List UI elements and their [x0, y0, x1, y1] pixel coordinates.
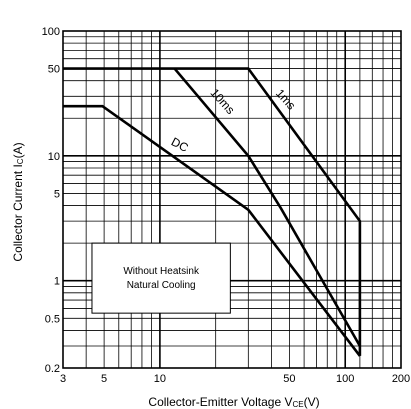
annotation-line-1: Without Heatsink — [123, 266, 200, 277]
series-line-10ms — [173, 67, 362, 347]
x-tick-label: 10 — [154, 373, 166, 385]
y-axis-label-unit: (A) — [11, 142, 25, 158]
annotation-rect — [91, 242, 231, 314]
x-axis-label: Collector-Emitter Voltage VCE(V) — [148, 395, 319, 409]
y-axis-label-sub: C — [16, 158, 25, 164]
series-label-dc: DC — [169, 134, 191, 155]
x-axis-label-unit: (V) — [304, 395, 320, 409]
plot-frame — [62, 30, 402, 369]
y-tick-labels: 0.2 0.5 1 5 10 50 100 — [42, 26, 60, 375]
series-lines — [63, 67, 362, 357]
x-tick-label: 200 — [392, 373, 410, 385]
x-tick-label: 50 — [283, 373, 295, 385]
x-tick-label: 5 — [101, 373, 107, 385]
y-tick-label: 50 — [48, 64, 60, 76]
x-tick-label: 100 — [336, 373, 354, 385]
y-axis-label-main: Collector Current I — [11, 164, 25, 261]
plot-border — [62, 30, 402, 369]
annotation-box: Without Heatsink Natural Cooling — [91, 242, 231, 314]
x-tick-labels: 3 5 10 50 100 200 — [60, 373, 410, 385]
x-tick-label: 3 — [60, 373, 66, 385]
series-line-dc — [63, 104, 361, 357]
y-tick-label: 10 — [48, 151, 60, 163]
y-tick-label: 0.5 — [45, 313, 60, 325]
series-line-1ms — [63, 67, 362, 356]
x-axis-label-main: Collector-Emitter Voltage V — [148, 395, 292, 409]
y-tick-label: 100 — [42, 26, 60, 38]
annotation-line-2: Natural Cooling — [127, 280, 196, 291]
x-axis-label-sub: CE — [292, 400, 303, 409]
y-axis-label: Collector Current IC(A) — [11, 142, 25, 261]
y-tick-label: 0.2 — [45, 363, 60, 375]
y-tick-label: 1 — [54, 276, 60, 288]
y-tick-label: 5 — [54, 188, 60, 200]
